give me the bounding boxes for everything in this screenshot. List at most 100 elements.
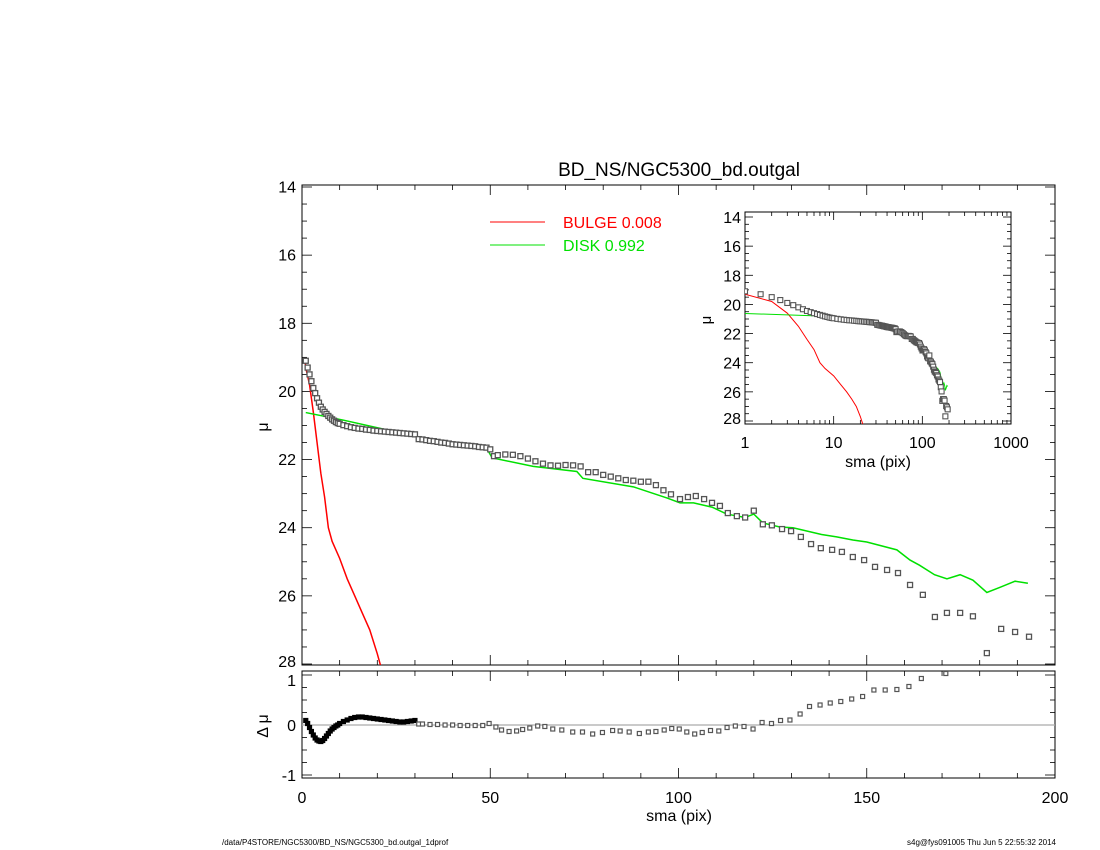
data-point: [708, 499, 716, 506]
residual-point: [882, 687, 888, 693]
data-point: [302, 357, 309, 364]
x-tick-label: 50: [481, 790, 499, 807]
data-point: [577, 463, 584, 470]
residual-point: [716, 728, 722, 734]
data-point: [637, 478, 644, 485]
inset-y-tick-label: 18: [723, 268, 741, 285]
y-tick-label: 22: [278, 452, 296, 469]
data-point: [849, 553, 856, 561]
data-point: [750, 507, 757, 514]
data-point: [622, 476, 629, 484]
data-point: [828, 546, 836, 554]
data-point: [652, 481, 660, 489]
residual-point: [498, 727, 505, 733]
inset-data-point: [745, 288, 749, 295]
inset-y-tick-label: 28: [723, 411, 741, 428]
y-tick-label: 14: [278, 180, 296, 197]
inset-x-tick-label: 10: [825, 435, 843, 452]
residual-y-tick-label: 0: [287, 718, 296, 735]
inset-y-axis-label: μ: [698, 316, 715, 325]
data-point: [716, 502, 724, 510]
residual-y-axis-label: Δ μ: [255, 714, 272, 737]
residual-point: [412, 717, 418, 724]
series-bulge-line: [304, 360, 382, 665]
inset-data-point: [784, 299, 791, 307]
data-point: [592, 469, 599, 476]
inset-y-tick-label: 26: [723, 385, 741, 402]
x-tick-label: 150: [853, 790, 880, 807]
data-point: [310, 384, 317, 392]
residual-point: [871, 687, 877, 693]
residual-point: [465, 722, 471, 729]
residual-point: [506, 728, 512, 735]
data-point: [807, 540, 815, 548]
data-point: [943, 609, 951, 617]
residual-point: [699, 729, 705, 736]
data-point: [532, 458, 539, 465]
residual-point: [707, 727, 714, 734]
residual-point: [610, 727, 616, 734]
chart-title: BD_NS/NGC5300_bd.outgal: [558, 160, 800, 181]
inset-plot-area: [745, 288, 951, 424]
inset-x-tick-label: 100: [909, 435, 936, 452]
residual-point: [759, 719, 765, 726]
residual-point: [542, 723, 548, 730]
data-point: [860, 556, 868, 564]
residual-point: [480, 722, 486, 729]
data-point: [883, 566, 891, 574]
data-point: [562, 461, 569, 469]
data-point: [684, 493, 692, 501]
data-point: [547, 462, 554, 469]
inset-data-point: [926, 352, 933, 359]
inset-data-point: [777, 297, 784, 304]
residual-point: [450, 722, 456, 728]
residual-point: [676, 726, 682, 732]
data-point: [517, 453, 524, 460]
main-plot-frame: [301, 184, 1056, 666]
residual-point: [645, 729, 651, 735]
residual-point: [817, 702, 823, 708]
data-point: [998, 625, 1005, 633]
residual-point: [520, 726, 526, 733]
inset-data-point: [757, 291, 764, 298]
y-tick-label: 26: [278, 588, 296, 605]
data-point: [906, 581, 914, 589]
data-point: [838, 548, 846, 556]
inset-data-point: [941, 397, 948, 404]
data-point: [692, 492, 699, 500]
residual-point: [860, 693, 866, 700]
data-point: [312, 389, 319, 397]
residual-point: [486, 720, 492, 727]
residual-point: [570, 729, 576, 735]
residual-point: [626, 729, 632, 735]
data-point: [487, 446, 494, 453]
data-point: [733, 512, 741, 520]
data-point: [894, 569, 902, 577]
data-point: [554, 462, 562, 469]
residual-point: [918, 675, 924, 682]
residual-point: [419, 721, 426, 727]
residual-point: [732, 723, 738, 729]
residual-point: [838, 698, 844, 705]
data-point: [509, 451, 516, 458]
data-point: [645, 478, 652, 485]
data-point: [817, 545, 824, 552]
data-point: [667, 491, 675, 498]
residual-point: [797, 711, 803, 717]
residual-point: [550, 726, 556, 732]
data-point: [304, 364, 311, 371]
inset-data-point: [944, 406, 951, 413]
y-tick-label: 18: [278, 316, 296, 333]
data-point: [630, 477, 637, 484]
main-plot-area: [302, 357, 1033, 665]
y-tick-label: 28: [278, 654, 296, 671]
inset-series-bulge-line: [745, 293, 864, 424]
residual-point: [457, 722, 463, 729]
inset-data-point: [938, 388, 945, 395]
residual-point: [669, 725, 675, 732]
residual-point: [787, 717, 793, 723]
data-point: [615, 475, 622, 482]
inset-x-tick-label: 1000: [993, 435, 1029, 452]
residual-point: [427, 721, 433, 728]
inset-y-tick-label: 24: [723, 356, 741, 373]
